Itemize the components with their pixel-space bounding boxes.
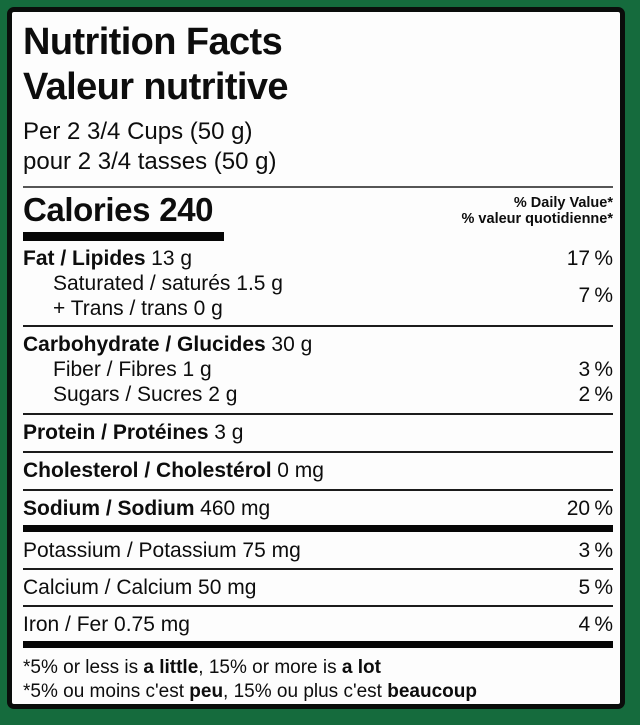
fiber-daily-value: 3 %	[578, 358, 613, 381]
serving-size-fr: pour 2 3/4 tasses (50 g)	[23, 148, 277, 175]
calories-row: Calories 240 % Daily Value* % valeur quot…	[23, 190, 613, 230]
serving-size-en: Per 2 3/4 Cups (50 g)	[23, 118, 253, 145]
footnote: *5% or less is a little, 15% or more is …	[23, 656, 613, 704]
row-cholesterol: Cholesterol / Cholestérol 0 mg	[23, 458, 613, 483]
row-calcium: Calcium / Calcium 50 mg 5 %	[23, 575, 613, 600]
thick-separator-bar	[23, 525, 613, 532]
sugars-daily-value: 2 %	[578, 383, 613, 406]
iron-daily-value: 4 %	[578, 613, 613, 636]
row-protein: Protein / Protéines 3 g	[23, 420, 613, 445]
potassium-daily-value: 3 %	[578, 539, 613, 562]
sugars-label: Sugars / Sucres 2 g	[53, 383, 238, 406]
calories-value: Calories 240	[23, 190, 214, 230]
sodium-label: Sodium / Sodium 460 mg	[23, 497, 271, 520]
daily-value-note-en: % Daily Value*	[513, 195, 613, 211]
saturated-line: Saturated / saturés 1.5 g	[53, 272, 283, 295]
divider	[23, 489, 613, 491]
calcium-daily-value: 5 %	[578, 576, 613, 599]
saturated-trans-label: Saturated / saturés 1.5 g + Trans / tran…	[23, 271, 283, 321]
fiber-label: Fiber / Fibres 1 g	[53, 358, 212, 381]
potassium-label: Potassium / Potassium 75 mg	[23, 539, 301, 562]
divider	[23, 568, 613, 570]
divider	[23, 451, 613, 453]
daily-value-note-fr: % valeur quotidienne*	[461, 211, 613, 227]
sodium-daily-value: 20 %	[566, 497, 613, 520]
saturated-trans-daily-value: 7 %	[578, 284, 613, 307]
row-potassium: Potassium / Potassium 75 mg 3 %	[23, 538, 613, 563]
divider	[23, 605, 613, 607]
iron-label: Iron / Fer 0.75 mg	[23, 613, 190, 636]
row-saturated-trans: Saturated / saturés 1.5 g + Trans / tran…	[23, 271, 613, 321]
header-divider	[23, 186, 613, 188]
carbohydrate-label: Carbohydrate / Glucides 30 g	[23, 333, 313, 356]
trans-line: + Trans / trans 0 g	[53, 297, 223, 320]
divider	[23, 413, 613, 415]
row-fat: Fat / Lipides 13 g 17 %	[23, 246, 613, 271]
fat-label: Fat / Lipides 13 g	[23, 247, 193, 270]
calories-amount: 240	[159, 191, 214, 228]
nutrition-facts-panel: Nutrition Facts Valeur nutritive Per 2 3…	[7, 7, 625, 709]
title-en: Nutrition Facts	[23, 21, 283, 63]
calories-underline-bar	[23, 232, 224, 241]
protein-label: Protein / Protéines 3 g	[23, 421, 244, 444]
row-fiber: Fiber / Fibres 1 g 3 %	[23, 357, 613, 382]
row-sodium: Sodium / Sodium 460 mg 20 %	[23, 496, 613, 521]
fat-daily-value: 17 %	[566, 247, 613, 270]
footnote-fr: *5% ou moins c'est peu, 15% ou plus c'es…	[23, 681, 477, 702]
footnote-en: *5% or less is a little, 15% or more is …	[23, 657, 381, 678]
calories-label: Calories	[23, 191, 151, 228]
title-fr: Valeur nutritive	[23, 66, 289, 108]
thick-separator-bar	[23, 641, 613, 648]
calcium-label: Calcium / Calcium 50 mg	[23, 576, 257, 599]
divider	[23, 325, 613, 327]
row-sugars: Sugars / Sucres 2 g 2 %	[23, 382, 613, 407]
daily-value-note: % Daily Value* % valeur quotidienne*	[462, 195, 613, 230]
cholesterol-label: Cholesterol / Cholestérol 0 mg	[23, 459, 324, 482]
row-iron: Iron / Fer 0.75 mg 4 %	[23, 612, 613, 637]
row-carbohydrate: Carbohydrate / Glucides 30 g	[23, 332, 613, 357]
